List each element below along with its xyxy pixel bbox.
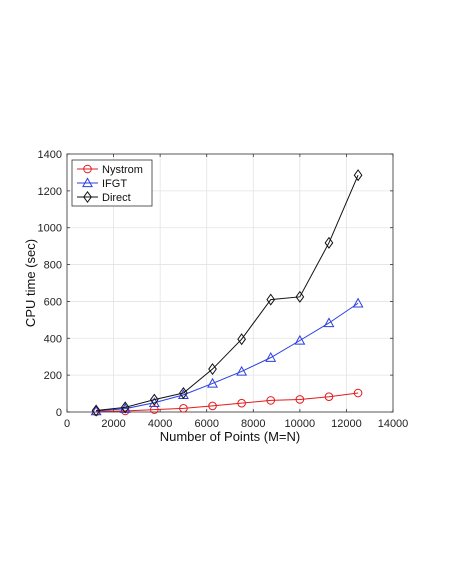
data-point-nystrom [150,405,159,414]
series-line-nystrom [96,392,359,413]
legend-label-ifgt: IFGT [102,178,127,190]
data-point-nystrom [324,392,334,402]
legend-marker-ifgt [82,177,93,188]
data-point-direct [353,169,363,182]
data-point-direct [237,333,247,346]
y-tick-label: 1400 [38,149,62,161]
data-point-direct [149,393,159,406]
x-tick-label: 4000 [148,418,172,430]
y-tick-label: 1200 [38,186,62,198]
x-tick-label: 14000 [378,418,409,430]
data-point-nystrom [353,388,363,398]
data-point-ifgt [265,352,277,362]
y-axis-label: CPU time (sec) [23,239,38,327]
data-point-nystrom [179,404,188,413]
data-point-direct [208,363,217,376]
y-tick-label: 0 [56,407,62,419]
data-point-nystrom [266,396,276,405]
series-line-ifgt [96,302,359,412]
data-point-ifgt [236,365,248,376]
data-point-ifgt [207,377,218,388]
series-line-direct [96,174,359,412]
data-point-direct [91,404,101,417]
grid-lines [66,153,394,413]
series-ifgt [90,297,364,416]
x-tick-label: 2000 [101,418,125,430]
data-point-ifgt [352,297,364,308]
x-tick-label: 8000 [241,418,265,430]
legend-marker-nystrom [83,164,92,174]
y-tick-label: 400 [44,333,62,345]
y-tick-label: 800 [44,260,62,272]
y-tick-label: 600 [44,296,62,308]
legend-marker-direct [83,190,92,204]
data-point-direct [295,290,305,303]
x-tick-label: 0 [64,418,70,430]
data-point-ifgt [323,317,335,328]
data-point-direct [120,401,130,414]
data-point-nystrom [208,401,217,411]
data-point-nystrom [237,398,246,408]
x-axis-label: Number of Points (M=N) [160,429,301,444]
x-tick-label: 10000 [285,418,316,430]
legend-label-direct: Direct [102,192,131,204]
data-point-direct [266,293,276,306]
x-tick-label: 6000 [194,418,218,430]
x-tick-label: 12000 [331,418,362,430]
legend-label-nystrom: Nystrom [102,164,143,176]
y-tick-label: 200 [44,370,62,382]
series-nystrom [91,388,363,416]
data-point-direct [324,236,334,249]
data-point-ifgt [294,334,306,345]
legend: Nystrom IFGT Direct [71,159,153,207]
plot-area-frame [66,153,394,413]
y-tick-label: 1000 [38,223,62,235]
series-group [90,169,364,417]
data-point-nystrom [295,395,305,404]
series-direct [91,169,363,417]
data-point-direct [179,386,188,400]
axis-ticks: 0 2000 4000 6000 8000 10000 12000 14000 0 200 400 6… [38,149,409,430]
